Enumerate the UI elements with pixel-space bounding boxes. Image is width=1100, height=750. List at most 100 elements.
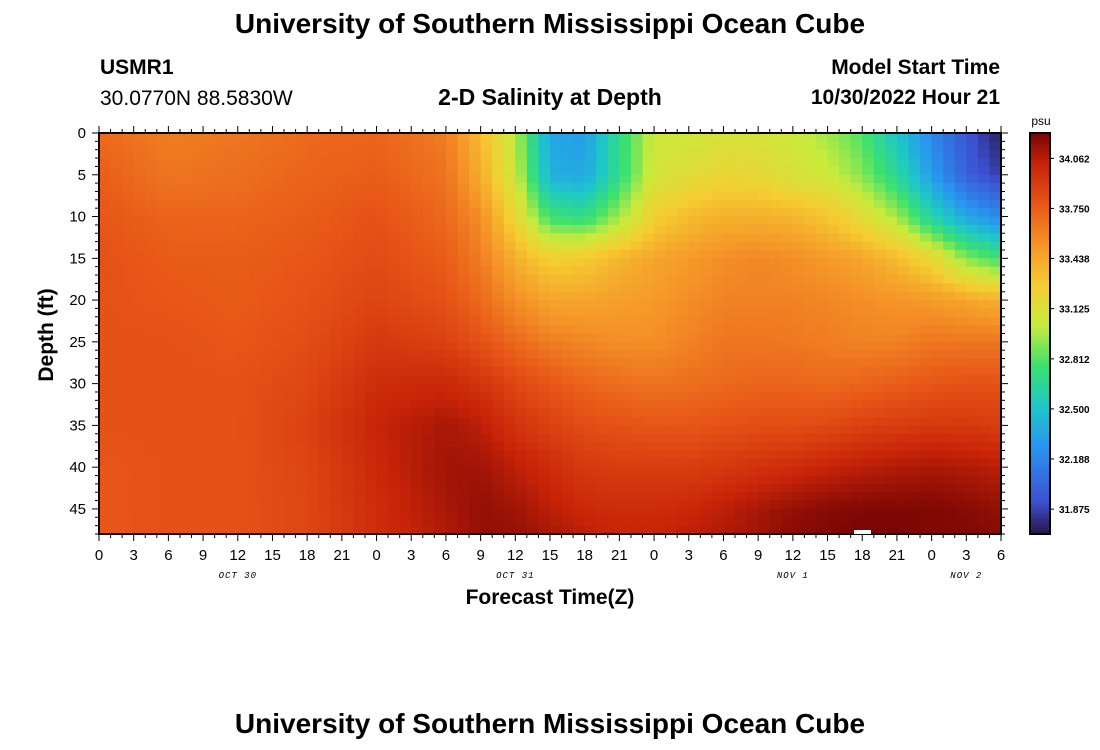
heatmap-cell xyxy=(469,216,482,226)
heatmap-cell xyxy=(364,350,378,360)
heatmap-cell xyxy=(839,174,852,184)
heatmap-cell xyxy=(862,333,875,343)
heatmap-cell xyxy=(445,224,459,234)
heatmap-cell xyxy=(422,500,435,510)
heatmap-cell xyxy=(272,283,285,293)
heatmap-cell xyxy=(388,500,401,510)
heatmap-cell xyxy=(885,300,898,310)
heatmap-cell xyxy=(203,467,216,477)
heatmap-cell xyxy=(654,158,667,168)
heatmap-cell xyxy=(434,241,447,251)
heatmap-cell xyxy=(908,383,921,393)
heatmap-cell xyxy=(538,383,551,393)
heatmap-cell xyxy=(700,283,713,293)
heatmap-cell xyxy=(445,433,459,443)
heatmap-cell xyxy=(469,133,482,142)
heatmap-cell xyxy=(341,166,355,176)
heatmap-cell xyxy=(584,316,597,326)
heatmap-cell xyxy=(607,500,620,510)
heatmap-cell xyxy=(156,467,169,477)
heatmap-cell xyxy=(908,174,921,184)
heatmap-cell xyxy=(538,358,551,368)
heatmap-cell xyxy=(99,174,112,184)
heatmap-cell xyxy=(573,275,586,284)
heatmap-cell xyxy=(688,400,701,410)
heatmap-cell xyxy=(145,241,158,251)
heatmap-cell xyxy=(411,266,424,276)
heatmap-cell xyxy=(607,325,620,335)
heatmap-cell xyxy=(133,341,146,351)
heatmap-cell xyxy=(237,183,250,193)
heatmap-cell xyxy=(492,216,505,226)
heatmap-cell xyxy=(665,224,678,234)
heatmap-cell xyxy=(469,300,482,310)
heatmap-cell xyxy=(550,517,563,527)
heatmap-cell xyxy=(203,183,216,193)
heatmap-cell xyxy=(700,442,713,452)
heatmap-cell xyxy=(758,149,771,159)
x-tick-label: 12 xyxy=(785,547,802,564)
heatmap-cell xyxy=(191,442,204,452)
heatmap-cell xyxy=(804,291,817,301)
heatmap-cell xyxy=(908,183,921,193)
heatmap-cell xyxy=(191,400,204,410)
heatmap-cell xyxy=(156,433,169,443)
heatmap-cell xyxy=(226,325,239,335)
heatmap-cell xyxy=(573,183,586,193)
heatmap-cell xyxy=(214,433,227,443)
heatmap-cell xyxy=(850,508,863,518)
heatmap-cell xyxy=(260,133,274,142)
heatmap-cell xyxy=(781,408,794,418)
heatmap-cell xyxy=(769,483,782,493)
heatmap-cell xyxy=(411,425,424,435)
heatmap-cell xyxy=(630,275,644,284)
heatmap-cell xyxy=(191,492,204,502)
heatmap-cell xyxy=(896,325,910,335)
heatmap-cell xyxy=(376,383,389,393)
heatmap-cell xyxy=(318,283,331,293)
heatmap-cell xyxy=(781,216,794,226)
heatmap-cell xyxy=(179,275,193,284)
heatmap-cell xyxy=(700,241,713,251)
heatmap-cell xyxy=(353,408,366,418)
heatmap-cell xyxy=(272,266,285,276)
heatmap-cell xyxy=(353,483,366,493)
heatmap-cell xyxy=(931,417,944,426)
heatmap-cell xyxy=(688,266,701,276)
colorbar-segment xyxy=(1030,153,1050,157)
heatmap-cell xyxy=(318,375,331,385)
heatmap-cell xyxy=(815,166,829,176)
heatmap-cell xyxy=(804,350,817,360)
heatmap-cell xyxy=(445,400,459,410)
heatmap-cell xyxy=(538,275,551,284)
heatmap-cell xyxy=(677,275,690,284)
heatmap-cell xyxy=(110,158,123,168)
heatmap-cell xyxy=(573,508,586,518)
heatmap-cell xyxy=(723,141,736,151)
heatmap-cell xyxy=(318,174,331,184)
heatmap-cell xyxy=(156,266,169,276)
heatmap-cell xyxy=(492,400,505,410)
heatmap-cell xyxy=(711,300,725,310)
colorbar-tick-label: 33.750 xyxy=(1059,204,1090,215)
heatmap-cell xyxy=(862,233,875,243)
heatmap-cell xyxy=(862,133,875,142)
heatmap-cell xyxy=(330,442,343,452)
heatmap-cell xyxy=(607,467,620,477)
heatmap-cell xyxy=(411,325,424,335)
heatmap-cell xyxy=(145,149,158,159)
heatmap-cell xyxy=(896,149,910,159)
heatmap-cell xyxy=(885,283,898,293)
heatmap-cell xyxy=(723,241,736,251)
heatmap-cell xyxy=(469,442,482,452)
heatmap-cell xyxy=(908,500,921,510)
heatmap-cell xyxy=(168,450,181,460)
heatmap-cell xyxy=(989,450,1002,460)
heatmap-cell xyxy=(966,166,979,176)
heatmap-cell xyxy=(642,358,655,368)
heatmap-cell xyxy=(295,174,308,184)
heatmap-cell xyxy=(156,517,169,527)
heatmap-cell xyxy=(237,433,250,443)
heatmap-cell xyxy=(573,316,586,326)
heatmap-cell xyxy=(931,525,944,535)
